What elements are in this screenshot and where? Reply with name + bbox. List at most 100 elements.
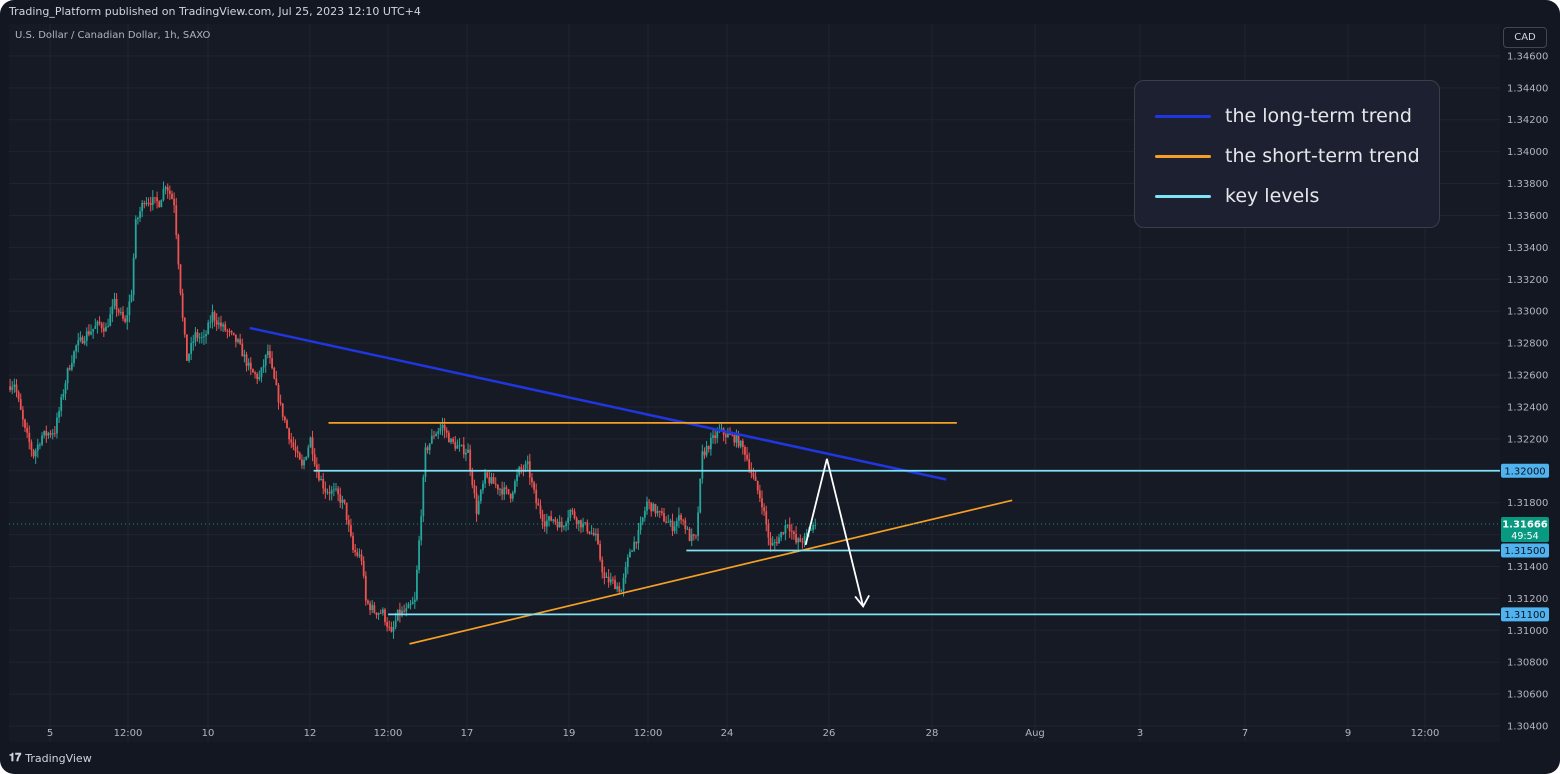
- candle-body: [424, 447, 427, 478]
- candle-body: [635, 541, 638, 544]
- price-label-box: [1501, 607, 1549, 622]
- candle-body: [224, 324, 227, 331]
- candle-body: [514, 481, 516, 493]
- candle-body: [298, 452, 301, 460]
- candle-body: [592, 532, 595, 536]
- candle-body: [379, 613, 382, 614]
- candle-body: [705, 446, 708, 456]
- candle-body: [496, 484, 499, 490]
- candle-body: [631, 550, 633, 552]
- candle-body: [384, 609, 386, 622]
- candle-body: [130, 294, 133, 302]
- candle-body: [262, 365, 265, 368]
- candle-body: [294, 447, 297, 452]
- candle-body: [137, 217, 139, 220]
- candle-body: [68, 368, 71, 370]
- candle-body: [79, 337, 82, 341]
- candle-body: [34, 450, 37, 457]
- candle-body: [769, 537, 772, 546]
- candle-body: [147, 202, 150, 204]
- x-tick-label: 12:00: [374, 728, 403, 739]
- candle-body: [550, 516, 553, 521]
- candle-body: [181, 293, 184, 318]
- candle-body: [386, 621, 389, 627]
- y-tick-label: 1.32200: [1507, 434, 1548, 445]
- candle-body: [373, 605, 376, 613]
- candle-body: [352, 535, 354, 550]
- candle-body: [324, 488, 327, 493]
- candle-body: [185, 334, 188, 361]
- x-tick-label: 17: [461, 728, 474, 739]
- candle-body: [62, 393, 65, 398]
- y-tick-label: 1.31200: [1507, 594, 1548, 605]
- candle-body: [367, 600, 369, 604]
- candle-body: [712, 435, 714, 438]
- candle-body: [350, 525, 352, 536]
- candle-body: [313, 454, 316, 465]
- candle-body: [141, 203, 144, 212]
- candle-body: [260, 367, 263, 377]
- candle-body: [450, 438, 452, 443]
- footer-brand[interactable]: 𝟏𝟕 TradingView: [9, 751, 92, 765]
- legend-label: key levels: [1225, 185, 1320, 207]
- candle-body: [109, 314, 112, 327]
- candle-body: [465, 452, 467, 455]
- candle-body: [756, 480, 759, 491]
- candle-body: [771, 543, 774, 546]
- candle-body: [283, 416, 286, 421]
- candle-body: [100, 323, 103, 329]
- candle-body: [21, 409, 24, 420]
- candle-body: [364, 575, 367, 601]
- x-tick-label: 19: [563, 728, 576, 739]
- candle-body: [733, 435, 736, 443]
- candle-body: [24, 419, 26, 428]
- candle-body: [727, 433, 729, 438]
- candle-body: [452, 438, 455, 443]
- price-label-text: 1.31100: [1504, 610, 1545, 621]
- tradingview-logo-icon: 𝟏𝟕: [9, 751, 22, 764]
- candle-body: [665, 521, 668, 523]
- candle-body: [88, 331, 90, 335]
- x-tick-label: Aug: [1025, 728, 1045, 739]
- candle-body: [724, 434, 727, 438]
- candle-body: [245, 354, 248, 366]
- candle-body: [793, 531, 795, 534]
- candle-body: [192, 341, 195, 344]
- candle-body: [563, 526, 565, 528]
- candle-body: [273, 367, 276, 379]
- candle-body: [47, 433, 50, 436]
- candle-body: [699, 478, 702, 513]
- trend-legend: the long-term trend the short-term trend…: [1134, 80, 1440, 228]
- candle-body: [812, 525, 815, 531]
- candle-body: [166, 187, 169, 191]
- candle-body: [190, 343, 193, 354]
- candle-body: [309, 437, 312, 448]
- candle-body: [45, 430, 48, 436]
- candle-body: [720, 428, 723, 430]
- brand-name: TradingView: [25, 751, 92, 765]
- candle-body: [471, 470, 474, 486]
- candle-body: [175, 205, 178, 236]
- candle-body: [164, 187, 167, 189]
- candle-body: [582, 523, 584, 528]
- candle-body: [658, 510, 661, 512]
- candle-body: [75, 345, 78, 352]
- candle-body: [77, 340, 80, 346]
- drawn-line: [409, 499, 1013, 645]
- candle-body: [49, 433, 52, 435]
- currency-button[interactable]: CAD: [1503, 27, 1547, 48]
- candle-body: [797, 538, 800, 543]
- candle-body: [748, 459, 751, 470]
- candle-body: [381, 609, 384, 614]
- candle-body: [115, 298, 118, 310]
- candle-body: [83, 340, 86, 344]
- candle-body: [194, 332, 197, 342]
- candle-body: [526, 461, 529, 464]
- candle-body: [160, 200, 163, 208]
- price-label-box: [1501, 463, 1549, 478]
- candle-body: [252, 369, 254, 373]
- candle-body: [686, 528, 689, 530]
- candle-body: [790, 531, 793, 533]
